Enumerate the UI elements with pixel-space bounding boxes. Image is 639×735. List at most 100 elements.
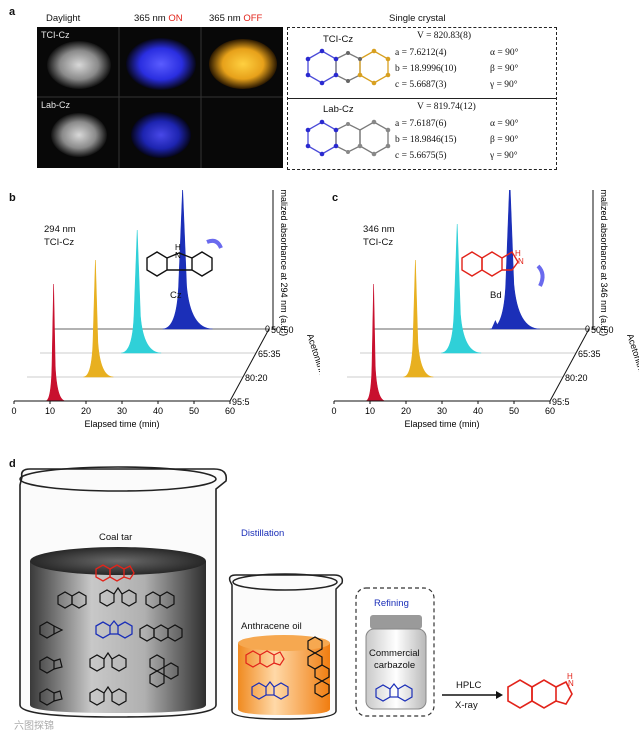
tci-c: c = 5.6687(3) [395, 80, 447, 90]
chart-b-x-tick-label: 60 [225, 406, 235, 416]
chart-c-category-2: 65:35 [578, 349, 601, 359]
chart-b-x-tick-label: 40 [153, 406, 163, 416]
refining-box [355, 587, 435, 717]
process-diagram: H N [19, 466, 574, 720]
lab-crystal-structure [305, 119, 391, 157]
tci-b: b = 18.9996(10) [395, 64, 457, 74]
single-crystal-title: Single crystal [389, 13, 446, 24]
panel-a-letter: a [9, 6, 16, 18]
chart-b-x-tick-label: 20 [81, 406, 91, 416]
chart-b-peak-65:35 [121, 229, 162, 354]
commercial-label-1: Commercial [369, 648, 420, 659]
product-benzindole-icon [507, 679, 573, 709]
chart-c-peak-65:35 [441, 223, 482, 354]
panel-c-sample: TCI-Cz [363, 237, 394, 248]
bottle-carbazole-icon [375, 683, 413, 702]
col-365-on-state: ON [168, 13, 183, 24]
svg-text:H: H [175, 243, 181, 252]
col-365-off-state: OFF [243, 13, 263, 24]
panel-b-molecule: Cz [170, 290, 182, 301]
chart-b-x-tick-label: 30 [117, 406, 127, 416]
lab-gamma: γ = 90° [490, 151, 518, 161]
chart-c-x-tick-label: 30 [437, 406, 447, 416]
svg-text:H: H [567, 672, 573, 681]
commercial-label-2: carbazole [374, 660, 416, 671]
chart-c-x-tick-label: 60 [545, 406, 555, 416]
tci-crystal-name: TCI-Cz [323, 34, 354, 45]
chromatogram-b: 01Normalized absorbance at 294 nm (a.u.)… [11, 190, 320, 429]
tci-alpha: α = 90° [490, 48, 519, 58]
chart-b-y-label: Acetonitrile/water (v/v) [305, 333, 320, 421]
tci-off-photo [209, 39, 277, 89]
panel-c-wavelength: 346 nm [363, 224, 395, 235]
chart-b-category-2: 65:35 [258, 349, 281, 359]
col-365-on-wavelength: 365 nm [134, 13, 166, 24]
chart-c-category-1: 80:20 [565, 373, 588, 383]
coal-tar-beaker [19, 466, 228, 718]
refining-label: Refining [374, 598, 409, 609]
chart-c-x-tick-label: 50 [509, 406, 519, 416]
chart-c-z-label: Normalized absorbance at 346 nm (a.u.) [599, 190, 609, 336]
watermark: 六图探锦 [14, 721, 54, 732]
benzindole-structure-icon: H N [461, 249, 545, 287]
distillation-label: Distillation [241, 528, 285, 539]
chart-c-category-0: 95:5 [552, 397, 570, 407]
tci-crystal-structure [305, 48, 391, 86]
chart-c-y-label: Acetonitrile/water (v/v) [625, 333, 639, 421]
lab-b: b = 18.9846(15) [395, 135, 457, 145]
tci-daylight-photo [47, 41, 111, 89]
coal-tar-label: Coal tar [99, 532, 133, 543]
tci-on-photo [126, 38, 196, 90]
tci-gamma: γ = 90° [490, 80, 518, 90]
panel-c-molecule: Bd [490, 290, 502, 301]
oil-anthracene-icon [307, 636, 330, 698]
panel-b-wavelength: 294 nm [44, 224, 76, 235]
chart-c-x-tick-label: 20 [401, 406, 411, 416]
lab-volume: V = 819.74(12) [417, 102, 476, 112]
lab-a: a = 7.6187(6) [395, 119, 447, 129]
panel-d-letter: d [9, 458, 16, 470]
col-365-off: 365 nm OFF [209, 13, 262, 24]
chart-c-category-3: 50:50 [591, 325, 614, 335]
svg-text:N: N [518, 257, 524, 266]
lab-c: c = 5.6675(5) [395, 151, 447, 161]
lab-alpha: α = 90° [490, 119, 519, 129]
chart-c-peak-95:5 [365, 283, 386, 402]
svg-text:H: H [515, 249, 521, 258]
row-tci-label: TCI-Cz [41, 30, 70, 40]
chart-c-x-tick-label: 40 [473, 406, 483, 416]
lab-on-photo [131, 112, 191, 158]
lab-beta: β = 90° [490, 135, 519, 145]
chart-b-x-label: Elapsed time (min) [84, 419, 159, 429]
tci-a: a = 7.6212(4) [395, 48, 447, 58]
tar-benzindole-icon [95, 564, 135, 582]
chart-b-x-tick-label: 50 [189, 406, 199, 416]
col-daylight: Daylight [46, 13, 81, 24]
chart-c-minor-peak [491, 320, 500, 329]
chart-c-peak-50:50 [489, 190, 540, 330]
hplc-arrow-icon [442, 691, 503, 699]
carbazole-structure-icon: H N [146, 238, 223, 277]
chart-c-x-tick-label: 10 [365, 406, 375, 416]
tar-carbazole-icon [95, 619, 133, 639]
chart-b-peak-80:20 [83, 259, 114, 378]
svg-text:N: N [568, 679, 574, 688]
lab-daylight-photo [51, 113, 107, 157]
oil-benzindole-icon [245, 650, 285, 668]
chart-c-x-label: Elapsed time (min) [404, 419, 479, 429]
tar-molecules-icon [39, 586, 183, 706]
svg-text:N: N [175, 251, 181, 260]
tci-volume: V = 820.83(8) [417, 31, 471, 41]
tci-beta: β = 90° [490, 64, 519, 74]
chromatogram-c: 01Normalized absorbance at 346 nm (a.u.)… [331, 190, 639, 429]
col-365-on: 365 nm ON [134, 13, 183, 24]
lab-crystal-name: Lab-Cz [323, 104, 354, 115]
crystal-box-divider [287, 98, 557, 99]
panel-b-letter: b [9, 192, 16, 204]
chart-b-peak-95:5 [45, 283, 66, 402]
chart-c-x-tick-label: 0 [331, 406, 336, 416]
chart-c-depth-axis [549, 328, 590, 402]
oil-carbazole-icon [251, 681, 289, 700]
col-365-off-wavelength: 365 nm [209, 13, 241, 24]
chart-b-peak-50:50 [162, 190, 213, 330]
